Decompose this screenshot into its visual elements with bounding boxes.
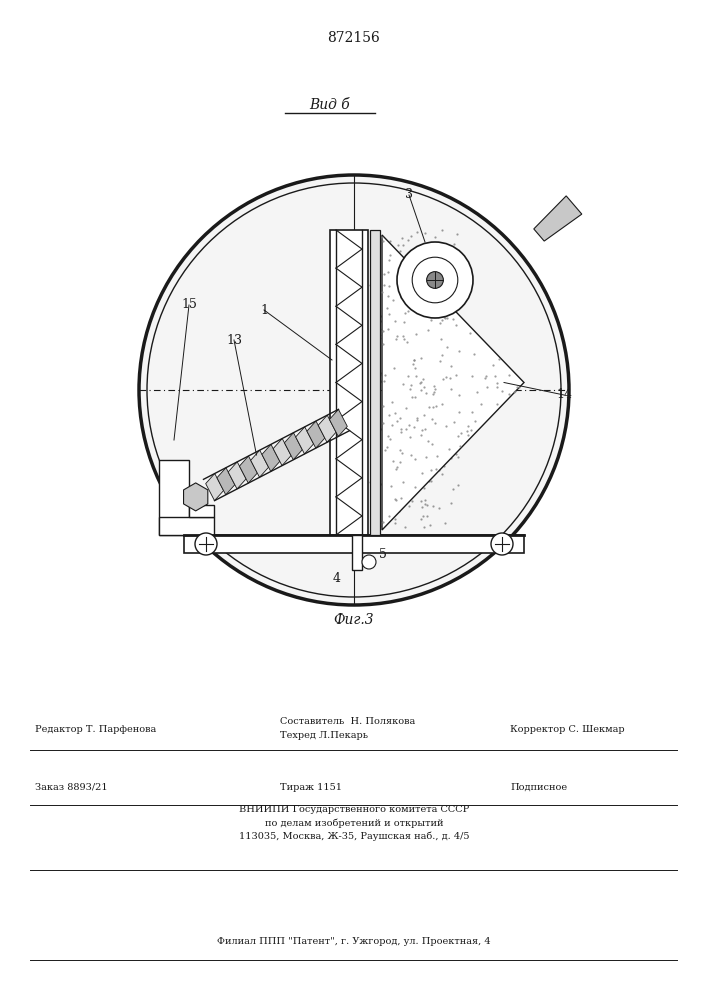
Text: 113035, Москва, Ж-35, Раушская наб., д. 4/5: 113035, Москва, Ж-35, Раушская наб., д. …	[239, 831, 469, 841]
Polygon shape	[382, 235, 524, 530]
Text: 13: 13	[226, 334, 242, 347]
Circle shape	[412, 257, 458, 303]
Circle shape	[362, 555, 376, 569]
Bar	[159, 517, 214, 535]
Polygon shape	[240, 456, 257, 483]
Text: Филиал ППП "Патент", г. Ужгород, ул. Проектная, 4: Филиал ППП "Патент", г. Ужгород, ул. Про…	[217, 938, 491, 946]
Circle shape	[139, 175, 569, 605]
Text: Корректор С. Шекмар: Корректор С. Шекмар	[510, 726, 624, 734]
Text: 4: 4	[333, 572, 341, 585]
Polygon shape	[217, 468, 235, 495]
Bar	[370, 230, 380, 535]
Polygon shape	[262, 444, 280, 471]
Text: по делам изобретений и открытий: по делам изобретений и открытий	[264, 818, 443, 828]
Text: 1: 1	[260, 304, 268, 316]
Text: Заказ 8893/21: Заказ 8893/21	[35, 782, 107, 792]
Polygon shape	[329, 409, 347, 436]
Text: Вид б: Вид б	[310, 98, 351, 112]
Text: 5: 5	[379, 548, 387, 562]
Text: 3: 3	[405, 188, 413, 202]
Polygon shape	[307, 421, 325, 448]
Polygon shape	[296, 427, 314, 454]
Circle shape	[426, 272, 443, 288]
Text: Составитель  Н. Полякова: Составитель Н. Полякова	[280, 718, 415, 726]
Bar	[159, 460, 189, 535]
Polygon shape	[273, 439, 291, 466]
Polygon shape	[251, 450, 269, 477]
Polygon shape	[206, 474, 223, 501]
Polygon shape	[284, 433, 303, 460]
Bar	[189, 505, 214, 517]
Bar	[184, 535, 524, 553]
Bar	[352, 535, 362, 570]
Text: Техред Л.Пекарь: Техред Л.Пекарь	[280, 732, 368, 740]
Polygon shape	[534, 196, 582, 241]
Text: Тираж 1151: Тираж 1151	[280, 782, 342, 792]
Circle shape	[397, 242, 473, 318]
Polygon shape	[184, 483, 208, 511]
Text: ВНИИПИ Государственного комитета СССР: ВНИИПИ Государственного комитета СССР	[239, 806, 469, 814]
Bar	[330, 230, 368, 535]
Polygon shape	[318, 415, 336, 442]
Text: Фиг.3: Фиг.3	[334, 613, 374, 627]
Text: 14: 14	[556, 388, 572, 401]
Text: 15: 15	[181, 298, 197, 312]
Circle shape	[195, 533, 217, 555]
Circle shape	[491, 533, 513, 555]
Text: Подписное: Подписное	[510, 782, 567, 792]
Text: 872156: 872156	[327, 31, 380, 45]
Polygon shape	[228, 462, 246, 489]
Text: Редактор Т. Парфенова: Редактор Т. Парфенова	[35, 726, 156, 734]
